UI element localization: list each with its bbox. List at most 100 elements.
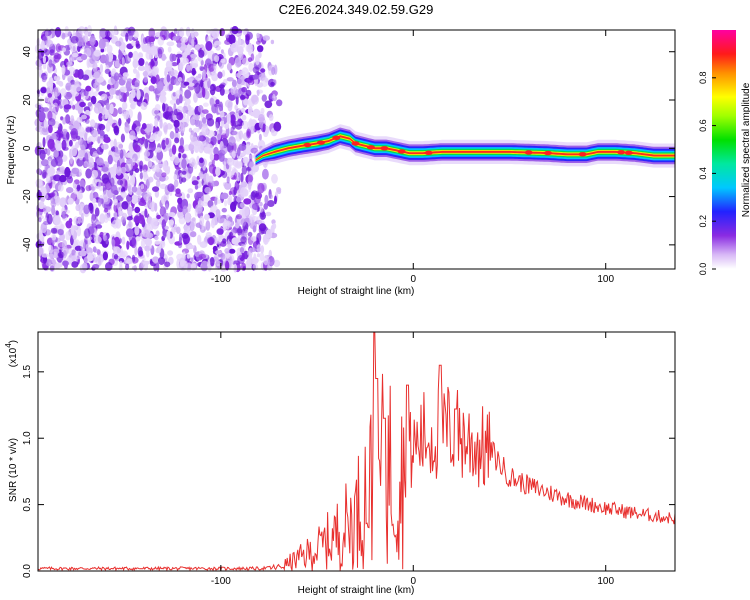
spectrogram-noise-blob [103, 137, 111, 144]
spectrogram-noise-blob [97, 198, 102, 207]
spectrogram-noise-blob [92, 256, 98, 263]
spectrogram-noise-blob [117, 107, 123, 115]
spectrogram-noise-blob [202, 77, 210, 82]
signal-hot-spot [380, 146, 389, 151]
spectrogram-noise-blob [91, 129, 99, 137]
spectrogram-noise-blob [51, 205, 56, 216]
spectrogram-noise-blob [154, 104, 161, 111]
spectrogram-noise-blob [162, 102, 166, 112]
spectrogram-noise-blob [137, 111, 142, 123]
spectrogram-noise-blob [98, 38, 106, 50]
spectrogram-noise-blob [140, 183, 145, 190]
spectrogram-noise-blob [199, 215, 205, 226]
spectrogram-noise-blob [158, 247, 162, 254]
colorbar-axis: 0.0 0.2 0.4 0.6 0.8 [698, 72, 716, 275]
spectrogram-noise-blob [274, 195, 277, 205]
spectrogram-noise-blob [242, 57, 250, 66]
spectrogram-noise-blob [262, 35, 270, 41]
x-tick-label: -100 [211, 576, 231, 587]
spectrogram-noise-blob [66, 176, 74, 184]
spectrogram-noise-blob [173, 103, 177, 115]
spectrogram-noise-blob [175, 98, 181, 105]
spectrogram-noise-blob [186, 253, 191, 259]
spectrogram-noise-blob [95, 224, 103, 229]
spectrogram-noise-blob [93, 49, 101, 57]
spectrogram-noise-blob [218, 84, 225, 89]
spectrogram-noise-blob [62, 250, 67, 259]
spectrogram-noise-blob [209, 257, 215, 267]
spectrogram-noise-blob [73, 216, 79, 225]
spectrogram-noise-blob [236, 228, 243, 234]
spectrogram-noise-blob [211, 72, 219, 82]
spectrogram-noise-blob [219, 110, 225, 118]
spectrogram-noise-blob [144, 208, 148, 218]
spectrogram-noise-blob [171, 62, 178, 67]
spectrogram-noise-blob [271, 173, 278, 184]
spectrogram-noise-blob [215, 250, 223, 255]
spectrogram-noise-blob [157, 36, 165, 46]
spectrogram-noise-blob [152, 256, 160, 264]
spectrogram-noise-blob [83, 204, 90, 215]
spectrogram-noise-blob [110, 139, 114, 148]
spectrogram-noise-blob [259, 252, 265, 262]
spectrogram-noise-blob [148, 176, 154, 183]
spectrogram-noise-blob [190, 231, 197, 238]
spectrogram-noise-blob [84, 132, 88, 142]
spectrogram-noise-blob [164, 225, 169, 230]
spectrogram-noise-blob [134, 225, 140, 236]
signal-hot-spot [303, 142, 312, 148]
spectrogram-noise-blob [231, 79, 237, 88]
spectrogram-noise-blob [69, 154, 73, 165]
spectrogram-noise-blob [190, 140, 198, 145]
spectrogram-noise-blob [121, 57, 125, 67]
snr-series-line [37, 331, 676, 572]
spectrogram-noise-blob [128, 221, 133, 229]
spectrogram-noise-blob [205, 220, 211, 231]
spectrogram-noise-blob [89, 192, 94, 202]
spectrogram-noise-blob [115, 218, 122, 229]
spectrogram-noise-blob [120, 191, 127, 198]
spectrogram-noise-blob [168, 219, 174, 226]
spectrogram-noise-blob [227, 101, 233, 112]
spectrogram-noise-blob [81, 114, 87, 120]
spectrogram-noise-blob [209, 97, 215, 107]
spectrogram-noise-blob [149, 45, 158, 56]
spectrogram-noise-blob [91, 169, 99, 179]
spectrogram-noise-blob [206, 117, 215, 127]
spectrogram-noise-blob [233, 263, 238, 273]
spectrogram-noise-blob [188, 157, 196, 168]
spectrogram-noise-blob [87, 143, 92, 150]
y-tick-label: -40 [22, 237, 33, 252]
spectrogram-noise-blob [113, 236, 121, 247]
spectrogram-noise-blob [148, 36, 156, 43]
spectrogram-noise-blob [134, 79, 140, 91]
spectrogram-noise-blob [47, 110, 53, 121]
spectrogram-noise-blob [138, 214, 145, 224]
spectrogram-noise-blob [102, 251, 108, 261]
spectrogram-signal-ridge [255, 124, 675, 168]
snr-y-axis-label: SNR (10 * v/v) [8, 438, 19, 502]
spectrogram-noise-blob [80, 241, 86, 252]
spectrogram-noise-blob [172, 114, 177, 121]
y-tick-label: 40 [22, 46, 33, 58]
spectrogram-noise-blob [214, 55, 220, 63]
spectrogram-noise-blob [70, 79, 76, 86]
spectrogram-noise-blob [158, 256, 165, 265]
spectrogram-noise-blob [261, 94, 267, 102]
spectrogram-noise-blob [124, 180, 128, 191]
spectrogram-noise-blob [242, 156, 249, 164]
spectrogram-noise-blob [167, 183, 175, 192]
spectrogram-noise-blob [241, 86, 248, 93]
spectrogram-noise-blob [269, 93, 273, 99]
spectrogram-noise-blob [230, 114, 236, 124]
spectrogram-noise-blob [244, 228, 248, 236]
spectrogram-noise-blob [169, 53, 174, 63]
spectrogram-noise-blob [199, 157, 204, 164]
spectrogram-noise-blob [264, 194, 269, 205]
spectrogram-noise-blob [92, 264, 100, 269]
spectrogram-noise-blob [130, 237, 137, 249]
spectrogram-noise-blob [221, 207, 227, 213]
spectrogram-noise-blob [53, 149, 59, 158]
spectrogram-noise-blob [169, 131, 175, 140]
